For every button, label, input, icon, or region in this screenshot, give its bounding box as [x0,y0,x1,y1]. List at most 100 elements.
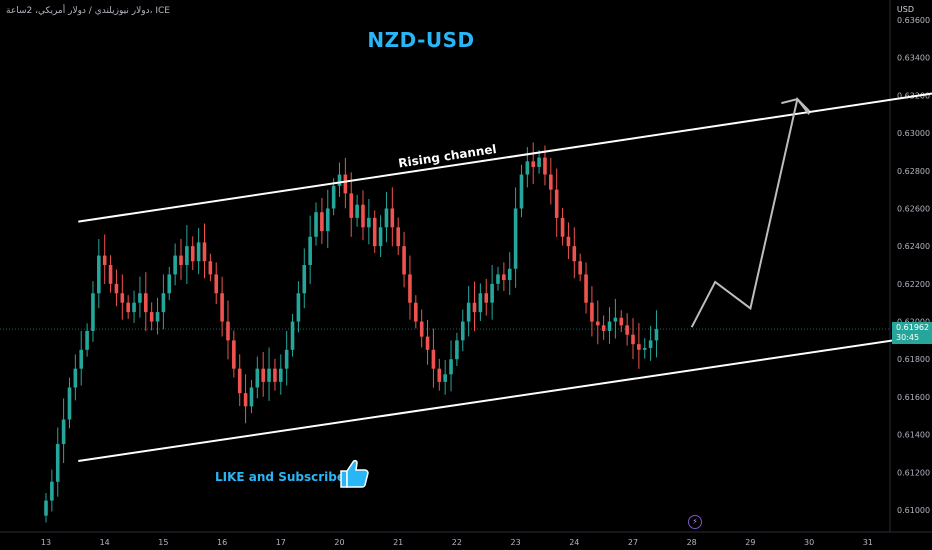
candle-body [390,208,395,228]
candle [302,248,307,309]
lightning-icon[interactable]: ⚡ [688,515,702,529]
cta-text: LIKE and Subscribe [215,470,345,484]
candle [337,162,342,197]
candle [273,358,277,391]
candle-body [261,368,265,382]
candle-body [279,368,283,382]
candle [537,150,541,174]
candle [143,272,148,332]
candle [126,295,130,319]
candle [378,215,383,258]
candle [97,238,101,309]
candle [496,266,500,291]
candle-body [490,283,494,303]
candle-body [120,293,125,303]
y-tick-label: 0.63400 [897,54,930,63]
candle-body [44,500,48,516]
candle [102,234,107,284]
candle [455,332,459,367]
candle [437,358,442,391]
candle-body [455,340,459,360]
symbol-info: دولار نيوزيلندي / دولار أمريكي، 2ساعة، I… [6,6,170,16]
candle [566,222,571,260]
candle [490,265,494,320]
candle-body [108,265,113,284]
candle [79,330,84,386]
candle-body [384,208,389,228]
bar-countdown: 30:45 [896,333,920,343]
candle-body [79,349,84,369]
candle [91,281,95,342]
x-tick-label: 30 [804,538,814,547]
candle-body [367,217,371,228]
candle-body [502,274,506,281]
candle-body [566,236,571,247]
x-tick-label: 28 [687,538,697,547]
candle [261,352,265,397]
candle-body [161,293,166,313]
candle-body [249,387,254,407]
candle [484,278,489,316]
candle-body [50,481,54,501]
projection-arrowhead [781,98,811,112]
candle-body [232,340,236,369]
candle-body [496,274,500,284]
candle [513,187,518,288]
candle-body [478,293,483,313]
candle-body [355,204,359,218]
candle [132,290,136,323]
candle-body [149,312,154,322]
y-tick-label: 0.61400 [897,431,930,440]
candle [232,330,236,378]
candle [502,262,506,291]
candle-body [314,212,318,237]
candle-body [607,321,612,331]
candle-body [590,302,594,322]
candle [613,298,618,339]
candle [320,197,324,244]
candle-body [97,255,101,294]
candle-body [431,349,436,369]
candle [519,164,524,218]
candle [414,295,418,329]
candle-body [308,236,312,265]
candle [314,202,318,246]
candle [55,427,60,497]
candle [267,347,271,401]
y-tick-label: 0.61600 [897,393,930,402]
y-tick-label: 0.63000 [897,129,930,138]
candle-body [343,174,348,194]
candle [402,231,406,288]
candle [384,191,389,243]
candle-body [337,174,342,186]
x-tick-label: 17 [276,538,286,547]
y-tick-label: 0.61000 [897,506,930,515]
candle-body [67,387,72,420]
candle [560,208,565,246]
candle-body [572,246,577,262]
candle-body [349,193,354,218]
x-tick-label: 27 [628,538,638,547]
candle-body [173,255,177,275]
candle [590,286,594,337]
thumbs-up-icon [340,459,369,488]
x-tick-label: 16 [217,538,227,547]
candle [549,157,553,205]
candle [149,302,154,331]
candle-body [601,325,606,331]
candle-body [220,293,224,322]
candle-body [273,368,277,382]
candle [654,310,659,358]
candle [367,199,371,245]
candle-body [554,189,559,218]
candle-body [202,242,207,262]
candle [372,210,377,253]
candle-body [402,246,406,275]
candle-body [519,174,524,209]
candle [279,354,283,395]
candle [349,172,354,237]
candle [44,493,48,523]
candle [595,300,600,345]
candle [61,398,66,464]
